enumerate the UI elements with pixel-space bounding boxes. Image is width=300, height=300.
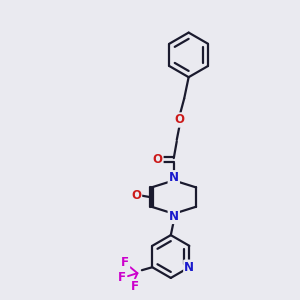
Text: O: O xyxy=(152,153,162,166)
Text: F: F xyxy=(121,256,129,269)
Text: F: F xyxy=(130,280,138,293)
Text: N: N xyxy=(169,171,179,184)
Text: N: N xyxy=(184,261,194,274)
Text: F: F xyxy=(118,271,126,284)
Text: O: O xyxy=(131,189,141,202)
Text: O: O xyxy=(175,113,185,127)
Text: N: N xyxy=(169,210,179,223)
